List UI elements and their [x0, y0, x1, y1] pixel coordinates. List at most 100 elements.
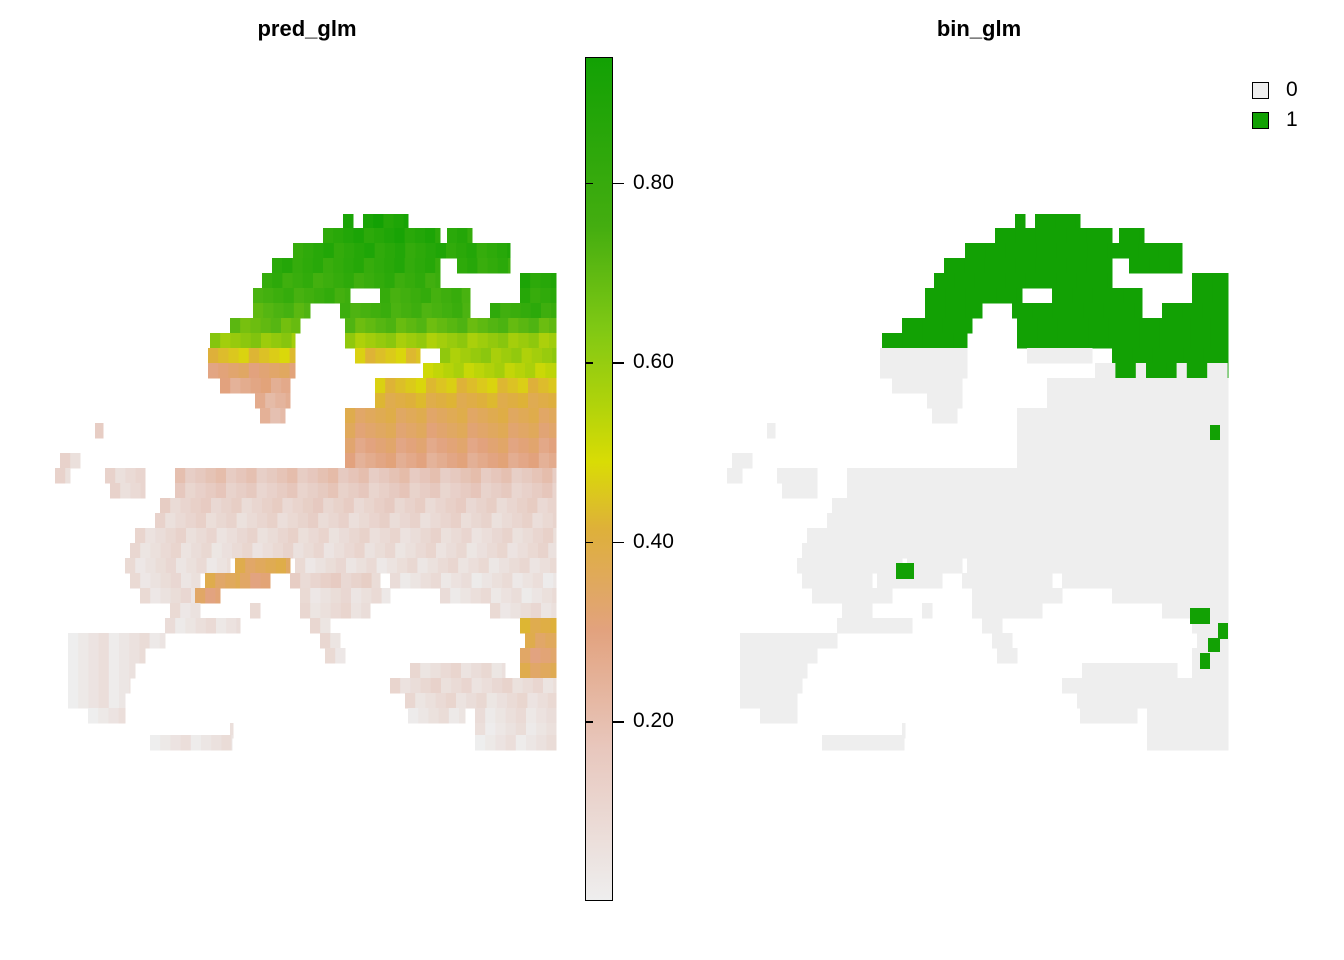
raster-cell [491, 663, 503, 679]
raster-cell [420, 678, 432, 694]
raster-cell [521, 588, 533, 604]
raster-cell [300, 573, 311, 589]
raster-cell [502, 678, 513, 694]
raster-cell [302, 258, 314, 274]
raster-cell [323, 228, 334, 244]
raster-cell [492, 573, 503, 589]
raster-cell [277, 528, 289, 544]
raster-cell [540, 618, 552, 634]
raster-cell [395, 543, 406, 559]
raster-cell [395, 243, 406, 259]
raster-cell [550, 618, 557, 634]
raster-cell [384, 243, 396, 259]
raster-cell [555, 633, 557, 649]
raster-cell [456, 378, 468, 394]
raster-cell [447, 438, 458, 454]
raster-cell [467, 453, 479, 469]
raster-cell [521, 483, 533, 499]
raster-cell [216, 618, 227, 634]
raster-cell [363, 258, 375, 274]
raster-cell [500, 603, 511, 619]
raster-cell [176, 558, 187, 574]
raster-cell [363, 214, 374, 230]
raster-cell [201, 735, 212, 751]
raster-cell [355, 453, 366, 469]
raster-cell [300, 603, 311, 619]
raster-cell [498, 408, 509, 424]
raster-cell [496, 498, 508, 514]
raster-cell [501, 483, 513, 499]
raster-cell [514, 363, 526, 379]
raster-cell [410, 288, 422, 304]
raster-cell [450, 513, 462, 529]
raster-cell [175, 528, 187, 544]
raster-cell [269, 348, 280, 364]
raster-cell [358, 468, 370, 484]
raster-cell [351, 588, 362, 604]
raster-cell [467, 318, 479, 334]
raster-cell [445, 498, 457, 514]
raster-cell [351, 603, 362, 619]
raster-cell [353, 258, 365, 274]
raster-cell [440, 468, 451, 484]
raster-cell [451, 573, 462, 589]
raster-cell [543, 573, 554, 589]
raster-cell [208, 348, 219, 364]
raster-cell [475, 735, 486, 751]
raster-cell [501, 588, 512, 604]
raster-cell [180, 498, 192, 514]
raster-cell [119, 663, 130, 679]
raster-cell [271, 378, 282, 394]
raster-cell [98, 708, 109, 724]
raster-cell [226, 468, 237, 484]
raster-cell [477, 378, 488, 394]
raster-cell [98, 663, 110, 679]
raster-cell [292, 258, 304, 274]
raster-cell [269, 363, 280, 379]
raster-cell [272, 258, 283, 274]
raster-cell [129, 663, 136, 679]
raster-cell [175, 468, 186, 484]
raster-cell [231, 498, 243, 514]
raster-cell [307, 468, 319, 484]
raster-cell [140, 543, 151, 559]
raster-cell [456, 693, 467, 709]
raster-cell [527, 498, 538, 514]
raster-cell [400, 288, 412, 304]
raster-cell [542, 348, 553, 364]
raster-cell [484, 363, 495, 379]
raster-cell [68, 678, 79, 694]
raster-cell [375, 453, 387, 469]
raster-cell [442, 303, 453, 319]
raster-cell [476, 243, 488, 259]
raster-cell [215, 468, 227, 484]
raster-cell [191, 573, 201, 589]
raster-cell [390, 288, 401, 304]
legend-label: 1 [1286, 108, 1298, 131]
raster-cell [436, 408, 448, 424]
raster-cell [553, 678, 557, 694]
raster-cell [330, 573, 342, 589]
raster-cell [416, 318, 428, 334]
raster-cell [391, 303, 402, 319]
raster-cell [436, 333, 448, 349]
raster-cell [334, 543, 345, 559]
raster-cell [538, 423, 550, 439]
raster-cell [410, 528, 422, 544]
raster-cell [252, 543, 264, 559]
raster-cell [277, 513, 289, 529]
raster-cell [440, 483, 451, 499]
raster-cell [396, 453, 407, 469]
raster-cell [528, 438, 540, 454]
raster-cell [375, 393, 386, 409]
raster-cell [260, 378, 272, 394]
raster-cell [205, 468, 217, 484]
raster-cell [530, 648, 541, 664]
raster-cell [291, 333, 296, 349]
raster-cell [205, 618, 217, 634]
raster-cell [282, 498, 294, 514]
raster-cell [375, 348, 387, 364]
raster-cell [403, 214, 409, 230]
raster-cell [282, 273, 294, 289]
raster-cell [159, 633, 166, 649]
